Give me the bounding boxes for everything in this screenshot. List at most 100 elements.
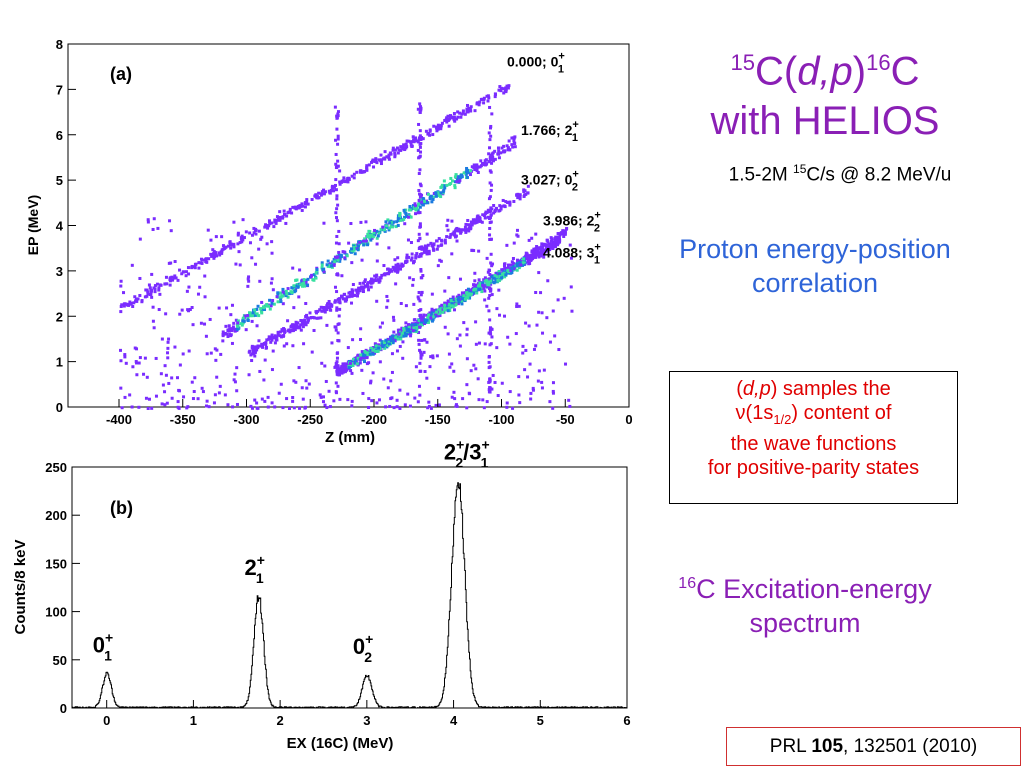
scatter-point (303, 318, 307, 322)
scatter-point (398, 344, 402, 348)
scatter-point (508, 268, 512, 272)
scatter-point (133, 346, 137, 350)
scatter-point (427, 313, 431, 317)
scatter-point (450, 304, 454, 308)
scatter-point (244, 328, 248, 332)
scatter-point (221, 333, 225, 337)
scatter-point (278, 215, 282, 219)
scatter-point (123, 395, 127, 399)
scatter-point (506, 86, 510, 90)
scatter-point (347, 359, 351, 363)
scatter-point (387, 153, 391, 157)
scatter-point (224, 245, 228, 249)
scatter-point (286, 319, 290, 323)
scatter-point (309, 275, 313, 279)
scatter-point (411, 207, 415, 211)
scatter-point (229, 242, 233, 246)
scatter-point (215, 375, 219, 379)
scatter-point (390, 269, 394, 273)
state-label: 0.000; 0+ 1 (507, 51, 565, 76)
scatter-point (409, 241, 413, 245)
scatter-point (374, 344, 378, 348)
scatter-point (135, 373, 139, 377)
scatter-point (541, 243, 545, 247)
scatter-point (474, 218, 478, 222)
scatter-point (499, 86, 503, 90)
scatter-point (259, 307, 263, 311)
scatter-point (419, 356, 423, 360)
scatter-point (417, 246, 421, 250)
scatter-point (391, 146, 395, 150)
scatter-point (335, 356, 339, 360)
scatter-point (190, 306, 194, 310)
scatter-point (322, 270, 326, 274)
scatter-point (419, 293, 423, 297)
scatter-point (469, 292, 473, 296)
scatter-point (381, 342, 385, 346)
x-tick-label: -250 (297, 412, 323, 427)
scatter-point (415, 139, 419, 143)
scatter-point (351, 338, 355, 342)
scatter-point (457, 177, 461, 181)
scatter-point (405, 332, 409, 336)
scatter-point (518, 194, 522, 198)
scatter-point (411, 329, 415, 333)
scatter-point (518, 197, 522, 201)
scatter-point (518, 260, 522, 264)
scatter-point (350, 399, 354, 403)
scatter-point (124, 361, 128, 365)
scatter-point (435, 247, 439, 251)
scatter-point (449, 182, 453, 186)
scatter-point (387, 228, 391, 232)
scatter-point (270, 333, 274, 337)
scatter-point (157, 308, 161, 312)
beam-rate-subtitle: 1.5-2M 15C/s @ 8.2 MeV/u (680, 162, 1000, 186)
scatter-point (157, 288, 161, 292)
scatter-point (546, 240, 550, 244)
scatter-point (465, 291, 469, 295)
scatter-point (304, 280, 308, 284)
scatter-point (459, 231, 463, 235)
scatter-point (420, 276, 424, 280)
scatter-point (505, 401, 509, 405)
scatter-point (416, 400, 420, 404)
scatter-point (418, 361, 422, 365)
scatter-point (351, 283, 355, 287)
scatter-point (232, 220, 236, 224)
scatter-point (358, 361, 362, 365)
scatter-point (413, 396, 417, 400)
scatter-point (347, 366, 351, 370)
scatter-point (296, 285, 300, 289)
scatter-point (320, 263, 324, 267)
scatter-point (414, 365, 418, 369)
scatter-point (258, 344, 262, 348)
scatter-point (345, 295, 349, 299)
peak-label: 0+ 2 (353, 631, 373, 665)
scatter-point (318, 393, 322, 397)
scatter-point (491, 159, 495, 163)
scatter-point (488, 286, 492, 290)
scatter-point (338, 169, 342, 173)
scatter-point (254, 228, 258, 232)
scatter-point (366, 243, 370, 247)
scatter-point (377, 158, 381, 162)
scatter-point (317, 316, 321, 320)
scatter-point (259, 237, 263, 241)
scatter-point (260, 344, 264, 348)
scatter-point (157, 286, 161, 290)
scatter-point (489, 342, 493, 346)
scatter-point (312, 328, 316, 332)
scatter-point (232, 327, 236, 331)
scatter-point (453, 180, 457, 184)
scatter-point (267, 335, 271, 339)
scatter-point (220, 251, 224, 255)
scatter-point (358, 170, 362, 174)
scatter-point (323, 403, 327, 407)
scatter-point (231, 405, 235, 409)
scatter-point (349, 247, 353, 251)
scatter-point (379, 162, 383, 166)
scatter-point (475, 291, 479, 295)
scatter-point (474, 320, 478, 324)
scatter-point (167, 261, 171, 265)
scatter-point (409, 258, 413, 262)
